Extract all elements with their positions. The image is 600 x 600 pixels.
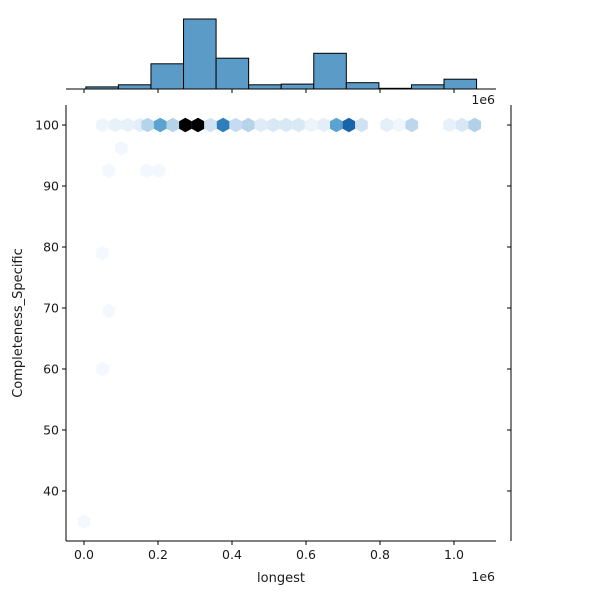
hexbin-cell (140, 163, 153, 179)
hexbin-cell (216, 117, 230, 133)
histogram-bar (248, 84, 282, 90)
hexbin-cell (292, 117, 305, 133)
marginal-y-axis (507, 105, 512, 541)
y-tick-label: 50 (43, 423, 59, 438)
hexbin-cell (468, 117, 481, 133)
hexbin-cell (96, 245, 109, 261)
histogram-bar (345, 82, 380, 90)
x-tick-label: 0.2 (148, 547, 168, 562)
histogram-bar (410, 84, 445, 90)
histogram-bar (313, 52, 347, 90)
hexbin-cell (96, 117, 109, 133)
x-tick-label: 1.0 (444, 547, 464, 562)
histogram-bar (183, 18, 217, 90)
x-offset-text: 1e6 (471, 569, 495, 584)
hexbin-layer (77, 117, 481, 529)
hexbin-cell (115, 140, 128, 156)
hexbin-cell (330, 117, 343, 133)
x-tick-label: 0.6 (296, 547, 316, 562)
y-tick-label: 70 (43, 301, 59, 316)
hexbin-cell (108, 117, 122, 133)
x-tick-label: 0.0 (74, 547, 94, 562)
hexbin-cell (121, 117, 134, 133)
hexbin-cell (102, 163, 116, 179)
hexbin-cell (141, 117, 154, 133)
y-tick-label: 80 (43, 240, 59, 255)
hexbin-cell (229, 117, 242, 133)
histogram-bar (117, 84, 152, 90)
hexbin-cell (152, 163, 166, 179)
x-tick-label: 0.8 (370, 547, 390, 562)
x-offset-text-top: 1e6 (471, 92, 495, 107)
y-tick-label: 100 (35, 118, 59, 133)
y-tick-label: 90 (43, 179, 59, 194)
x-tick-label: 0.4 (222, 547, 242, 562)
y-tick-label: 60 (43, 362, 59, 377)
hexbin-cell (191, 117, 205, 133)
hexbin-cell (355, 117, 368, 133)
hexbin-cell (242, 117, 255, 133)
histogram-bar (85, 86, 119, 90)
y-tick-label: 40 (43, 484, 59, 499)
hexbin-cell (317, 117, 331, 133)
x-axis-label: longest (257, 571, 305, 586)
histogram-bar (443, 78, 478, 90)
marginal-x-histogram (66, 18, 496, 93)
histogram-bar (280, 83, 315, 90)
histogram-bar (150, 63, 185, 90)
hexbin-cell (455, 117, 469, 133)
hexbin-cell (392, 117, 406, 133)
histogram-bar (378, 87, 412, 90)
hexbin-cell (380, 117, 393, 133)
y-axis-label: Completeness_Specific (11, 248, 26, 398)
hexbin-cell (254, 117, 268, 133)
hexbin-cell (204, 117, 217, 133)
hexbin-cell (267, 117, 280, 133)
hexbin-cell (179, 117, 192, 133)
hexbin-cell (443, 117, 456, 133)
hexbin-cell (342, 117, 356, 133)
hexbin-cell (405, 117, 419, 133)
hexbin-cell (279, 117, 293, 133)
hexbin-cell (304, 117, 318, 133)
hexbin-cell (102, 303, 116, 319)
histogram-bar (215, 57, 250, 90)
hexbin-cell (166, 117, 180, 133)
hexbin-cell (96, 361, 109, 377)
main-axes: 0.0 0.2 0.4 0.6 0.8 1.0 40 50 60 70 80 90 100 (35, 105, 496, 562)
hexbin-cell (153, 117, 167, 133)
hexbin-cell (77, 514, 91, 529)
